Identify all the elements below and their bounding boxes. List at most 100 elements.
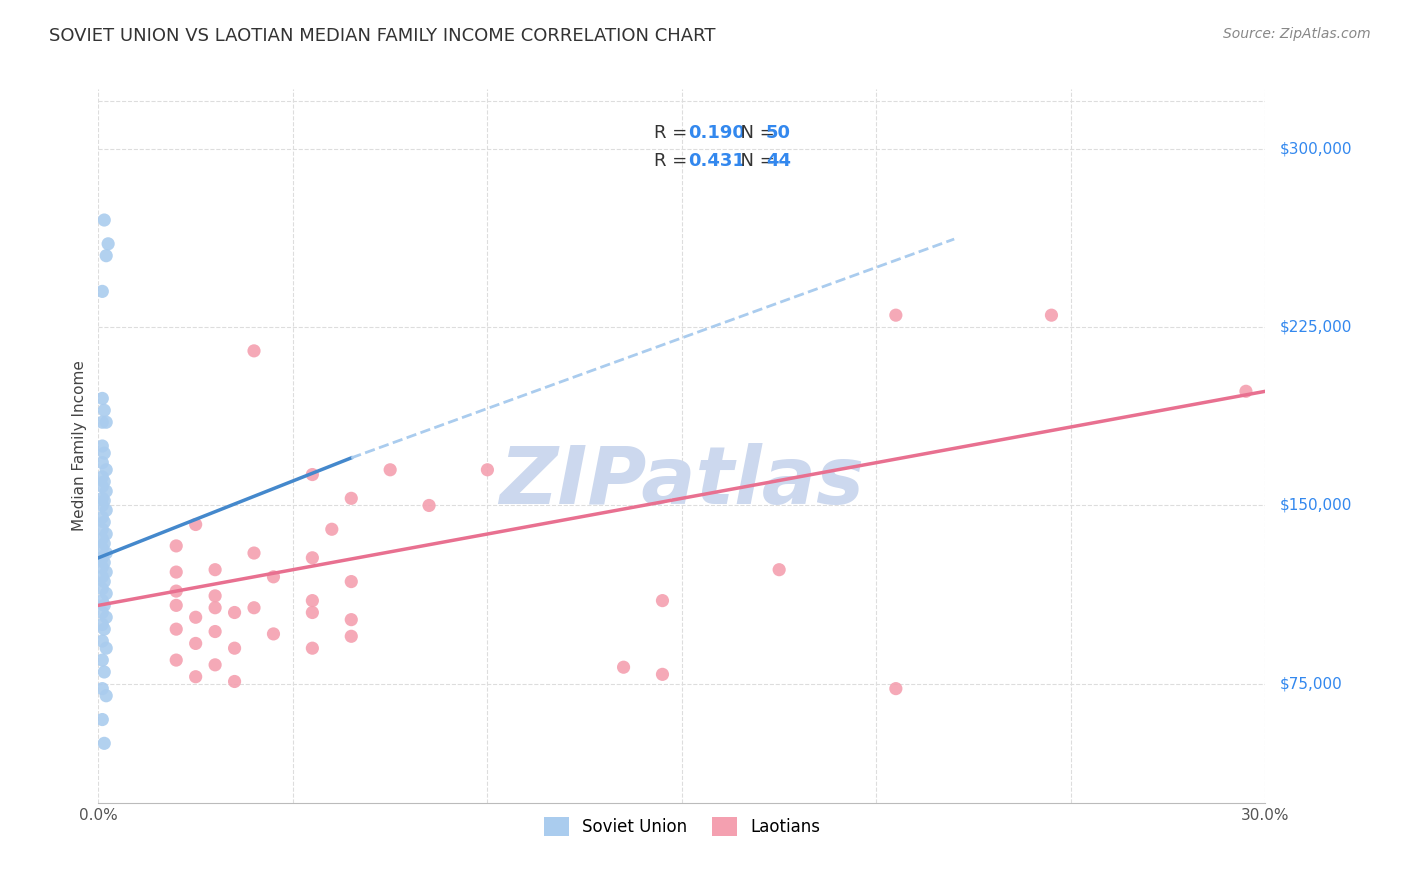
Point (165, 599, 187, 613)
Point (91, 634, 114, 648)
Text: 0.190: 0.190 (688, 125, 745, 143)
Point (184, 610, 207, 624)
Text: SOVIET UNION VS LAOTIAN MEDIAN FAMILY INCOME CORRELATION CHART: SOVIET UNION VS LAOTIAN MEDIAN FAMILY IN… (49, 27, 716, 45)
Text: $300,000: $300,000 (1279, 141, 1351, 156)
Point (165, 622, 187, 636)
Point (91, 392, 114, 406)
Point (91, 285, 114, 299)
Point (243, 600, 266, 615)
Point (340, 629, 363, 643)
Text: 50: 50 (766, 125, 792, 143)
Point (96, 503, 118, 517)
Point (93, 574, 115, 589)
Point (301, 467, 323, 482)
Point (93, 622, 115, 636)
Point (91, 541, 114, 556)
Text: $75,000: $75,000 (1279, 676, 1343, 691)
Point (91, 593, 114, 607)
Text: 0.431: 0.431 (688, 152, 745, 169)
Text: ZIPatlas: ZIPatlas (499, 442, 865, 521)
Point (93, 213, 115, 227)
Point (91, 522, 114, 536)
Point (243, 343, 266, 358)
Point (93, 536, 115, 550)
Point (884, 681, 907, 696)
Point (301, 593, 323, 607)
Point (96, 689, 118, 703)
Point (321, 522, 343, 536)
Point (91, 582, 114, 596)
Point (91, 681, 114, 696)
Point (340, 574, 363, 589)
Text: R =: R = (654, 125, 693, 143)
Text: $225,000: $225,000 (1279, 319, 1351, 334)
Point (91, 415, 114, 429)
Point (301, 550, 323, 565)
Point (91, 479, 114, 493)
Point (768, 563, 790, 577)
Point (165, 565, 187, 579)
Point (96, 610, 118, 624)
Point (165, 584, 187, 599)
Point (96, 415, 118, 429)
Point (91, 491, 114, 506)
Y-axis label: Median Family Income: Median Family Income (72, 360, 87, 532)
Point (93, 475, 115, 489)
Point (204, 657, 226, 672)
Point (613, 660, 636, 674)
Point (93, 446, 115, 460)
Point (380, 463, 402, 477)
Point (204, 600, 226, 615)
Point (301, 641, 323, 656)
Text: Source: ZipAtlas.com: Source: ZipAtlas.com (1223, 27, 1371, 41)
Point (224, 606, 246, 620)
Point (204, 563, 226, 577)
Point (93, 665, 115, 679)
Point (93, 556, 115, 570)
Point (91, 606, 114, 620)
Point (93, 736, 115, 750)
Point (262, 627, 284, 641)
Point (1040, 308, 1063, 322)
Point (96, 586, 118, 600)
Point (93, 599, 115, 613)
Point (884, 308, 907, 322)
Point (93, 515, 115, 529)
Point (184, 670, 207, 684)
Point (91, 570, 114, 584)
Point (91, 550, 114, 565)
Text: N =: N = (728, 125, 780, 143)
Point (184, 636, 207, 650)
Point (97, 236, 120, 251)
Point (96, 249, 118, 263)
Point (93, 493, 115, 508)
Text: R =: R = (654, 152, 693, 169)
Point (340, 491, 363, 506)
Point (204, 589, 226, 603)
Point (96, 546, 118, 560)
Point (91, 560, 114, 574)
Point (184, 517, 207, 532)
Point (301, 606, 323, 620)
Point (91, 653, 114, 667)
Point (224, 641, 246, 656)
Point (91, 499, 114, 513)
Point (91, 713, 114, 727)
Text: N =: N = (728, 152, 780, 169)
Text: 44: 44 (766, 152, 792, 169)
Point (91, 532, 114, 546)
Point (91, 510, 114, 524)
Point (651, 593, 673, 607)
Point (91, 470, 114, 484)
Point (165, 653, 187, 667)
Point (96, 484, 118, 499)
Point (91, 617, 114, 632)
Point (243, 546, 266, 560)
Point (96, 565, 118, 579)
Text: $150,000: $150,000 (1279, 498, 1351, 513)
Point (96, 641, 118, 656)
Point (224, 674, 246, 689)
Point (91, 456, 114, 470)
Point (204, 624, 226, 639)
Point (477, 463, 499, 477)
